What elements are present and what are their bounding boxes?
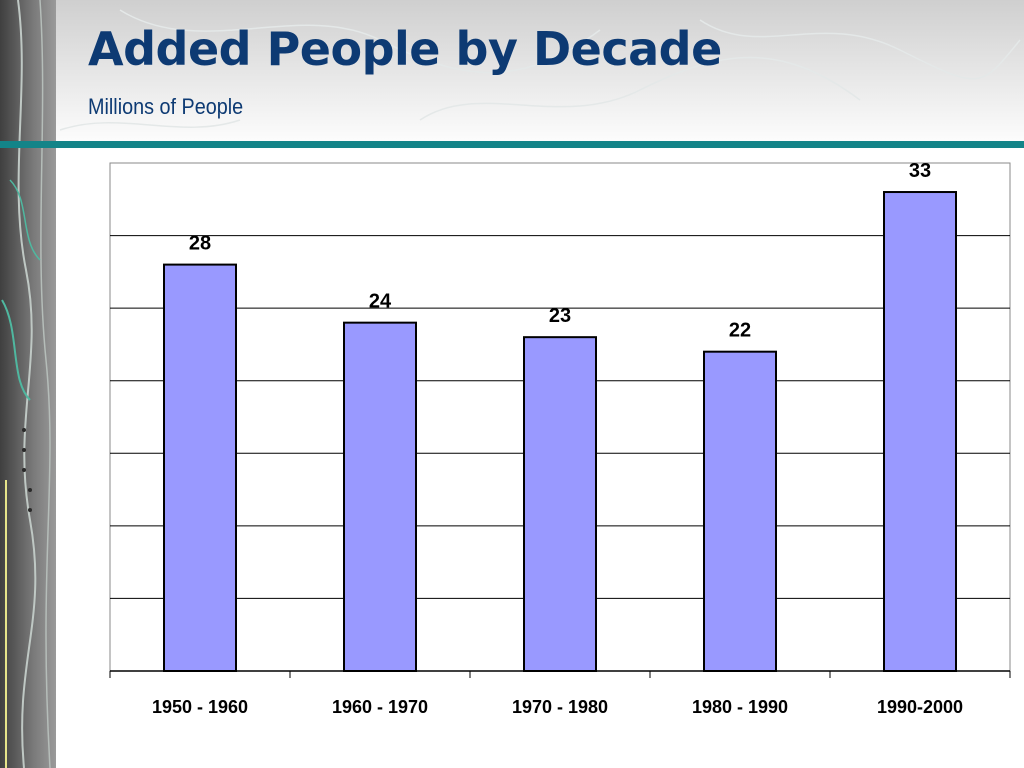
x-axis: 1950 - 1960 1960 - 1970 1970 - 1980 1980 - … [109,670,1011,717]
slide-subtitle: Millions of People [88,94,244,119]
bar [523,336,597,672]
bar [343,321,417,672]
x-tick-label: 1980 - 1990 [692,697,788,717]
data-label: 33 [909,160,931,182]
x-tick-label: 1990-2000 [877,697,963,717]
x-tick-label: 1960 - 1970 [332,697,428,717]
header-band [0,0,1024,150]
title-divider [0,141,1024,148]
data-label: 28 [189,233,211,255]
data-label: 24 [369,291,392,313]
data-labels: 28 24 23 22 33 [189,160,931,342]
data-label: 23 [549,305,571,327]
left-strip-markings [1,0,51,768]
left-strip-dots [22,428,32,512]
x-tick-label: 1950 - 1960 [152,697,248,717]
slide-title: Added People by Decade [88,22,722,76]
background-contour-lines [59,9,1021,131]
bars [163,191,957,672]
bar [883,191,957,672]
x-tick-label: 1970 - 1980 [512,697,608,717]
bar [163,263,237,672]
bar [703,350,777,672]
data-label: 22 [729,320,751,342]
